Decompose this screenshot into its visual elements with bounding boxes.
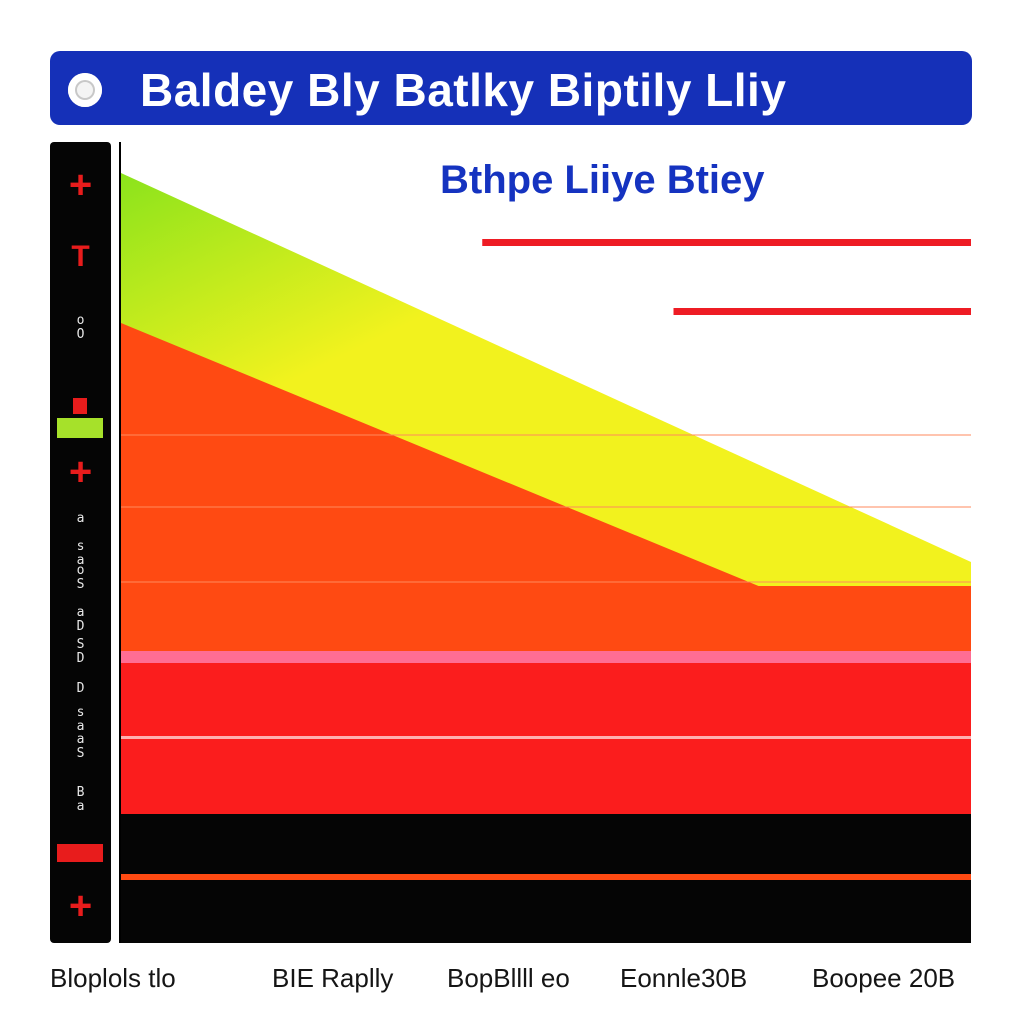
side-mark-5: + <box>68 884 93 928</box>
side-tick: a <box>76 511 85 526</box>
x-tick-label: Eonnle30B <box>620 963 748 993</box>
area-band-red <box>121 650 971 814</box>
side-tick: S D <box>76 637 85 666</box>
reference-line <box>482 239 971 246</box>
side-tick: s a <box>76 705 85 734</box>
reference-line <box>673 308 971 315</box>
side-mark-2: T <box>71 240 90 273</box>
gridline <box>121 736 971 739</box>
area-band-orange <box>121 323 971 651</box>
side-tick: B a <box>76 785 85 814</box>
chart-title: Baldey Bly Batlky Biptily Lliy <box>140 64 787 116</box>
side-mark-4: + <box>68 450 93 494</box>
x-tick-label: Bloplols tlo <box>50 963 176 993</box>
side-chip-green <box>57 418 103 438</box>
side-tick: a D <box>76 605 85 634</box>
x-tick-label: Boopee 20B <box>812 963 956 993</box>
side-tick: a S <box>76 732 85 761</box>
side-chip-red-wide <box>57 844 103 862</box>
y-axis-line <box>119 142 121 943</box>
side-tick: D <box>76 681 85 696</box>
side-tick: s a <box>76 539 85 568</box>
side-mark-1: + <box>68 163 93 207</box>
side-mark-3: o O <box>76 313 85 342</box>
chart-subtitle: Bthpe Liiye Btiey <box>440 158 765 202</box>
series-line-pink <box>121 651 971 663</box>
side-tick: o S <box>76 563 85 592</box>
x-tick-label: BIE Raplly <box>272 963 394 993</box>
x-tick-label: BopBllll eo <box>447 963 570 993</box>
side-chip-red <box>73 398 87 414</box>
circle-icon <box>68 73 102 107</box>
chart-title-bar <box>50 51 972 125</box>
side-panel <box>50 142 111 943</box>
series-line-orange <box>121 874 971 880</box>
